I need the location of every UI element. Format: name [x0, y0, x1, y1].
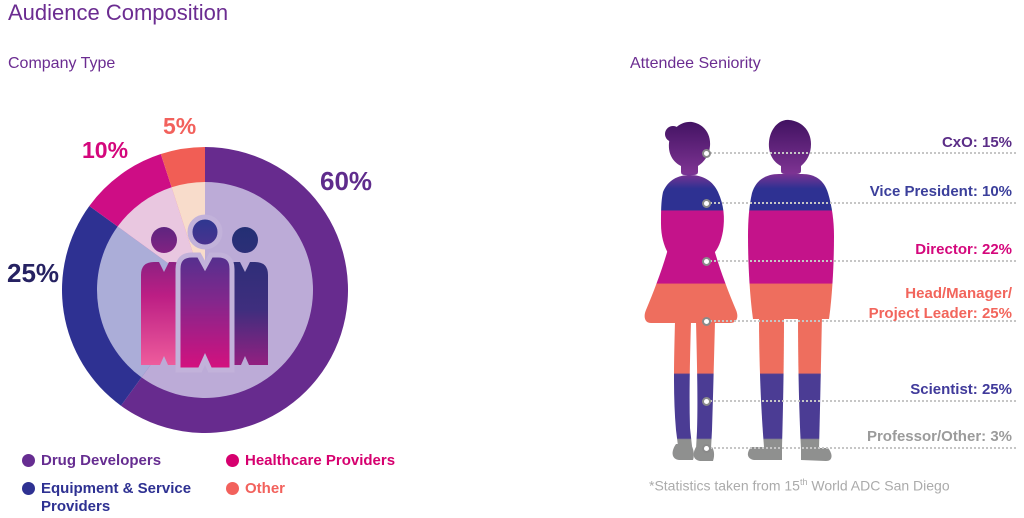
donut-label-5: 5% — [163, 113, 197, 139]
leader-dot-icon — [702, 199, 711, 208]
page-title: Audience Composition — [8, 0, 229, 25]
woman-right-leg — [696, 321, 715, 449]
leader-dot-icon — [702, 317, 711, 326]
donut-label-10: 10% — [82, 137, 129, 163]
leader-line-professor-other — [702, 444, 1016, 453]
legend-item-healthcare: Healthcare Providers — [226, 452, 426, 470]
seniority-label-scientist: Scientist: 25% — [910, 381, 1012, 398]
woman-torso — [661, 175, 724, 253]
woman-left-leg — [674, 321, 692, 446]
leader-dot-icon — [702, 397, 711, 406]
legend-dot-drug-developers — [22, 454, 35, 467]
legend-item-other: Other — [226, 480, 346, 498]
man-head — [768, 119, 811, 174]
legend-item-drug-developers: Drug Developers — [22, 452, 212, 470]
woman-skirt — [644, 249, 738, 323]
footnote-text: World ADC San Diego — [807, 477, 950, 494]
leader-dot-icon — [702, 444, 711, 453]
woman-silhouette — [644, 121, 738, 461]
company-type-title: Company Type — [8, 55, 116, 72]
leader-dot-icon — [702, 257, 711, 266]
seniority-label-head-manager: Head/Manager/ Project Leader: 25% — [869, 284, 1012, 324]
company-type-donut-chart — [62, 147, 348, 433]
seniority-label-professor-other: Professor/Other: 3% — [866, 428, 1012, 445]
man-torso — [748, 174, 834, 319]
leader-line-director — [702, 257, 1016, 266]
man-left-shoe — [747, 447, 782, 460]
woman-left-shoe — [672, 444, 694, 460]
legend-label: Other — [245, 480, 286, 497]
man-right-shoe — [801, 448, 832, 461]
donut-label-60: 60% — [320, 166, 373, 196]
seniority-label-line1: Head/Manager/ — [905, 285, 1012, 302]
attendee-seniority-silhouettes — [644, 119, 834, 461]
donut-label-25: 25% — [7, 258, 60, 288]
legend-item-equipment-service: Equipment & Service Providers — [22, 480, 207, 516]
leader-line-cxo — [702, 149, 1016, 158]
legend-dot-healthcare — [226, 454, 239, 467]
footnote-superscript: th — [799, 477, 808, 487]
footnote-text: *Statistics taken from 15 — [649, 477, 800, 494]
seniority-label-cxo: CxO: 15% — [941, 134, 1012, 151]
attendee-seniority-title: Attendee Seniority — [630, 55, 761, 72]
legend-label: Drug Developers — [41, 452, 162, 469]
leader-dot-icon — [702, 149, 711, 158]
legend-label: Healthcare Providers — [245, 452, 396, 469]
man-left-leg — [759, 315, 784, 447]
man-right-leg — [798, 315, 822, 449]
seniority-label-line2: Project Leader: 25% — [868, 305, 1012, 322]
people-group-icon — [141, 214, 268, 373]
seniority-label-director: Director: 22% — [915, 241, 1012, 258]
leader-line-vice-president — [702, 199, 1016, 208]
legend-dot-other — [226, 482, 239, 495]
man-silhouette — [747, 119, 834, 461]
legend-dot-equipment-service — [22, 482, 35, 495]
statistics-footnote: *Statistics taken from 15th World ADC Sa… — [649, 477, 950, 494]
leader-line-head-manager — [702, 317, 1016, 326]
leader-line-scientist — [702, 397, 1016, 406]
seniority-label-vice-president: Vice President: 10% — [869, 183, 1012, 200]
woman-head — [668, 121, 711, 175]
legend-label: Equipment & Service Providers — [41, 480, 192, 515]
